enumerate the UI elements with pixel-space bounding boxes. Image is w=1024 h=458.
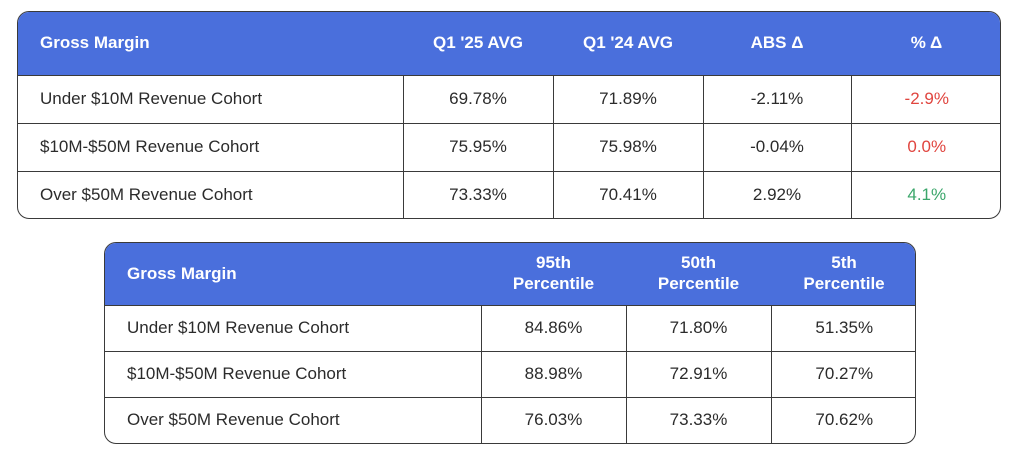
row-label: Over $50M Revenue Cohort (105, 396, 481, 443)
q1-24-value: 70.41% (552, 170, 703, 218)
q1-25-value: 73.33% (402, 170, 553, 218)
q1-25-value: 75.95% (402, 122, 553, 171)
row-label: $10M-$50M Revenue Cohort (105, 350, 481, 397)
header-q1-25-avg: Q1 '25 AVG (403, 12, 553, 75)
header-line: 5th (831, 253, 857, 273)
p5-value: 70.62% (770, 396, 915, 443)
p50-value: 73.33% (625, 396, 771, 443)
table-row: Over $50M Revenue Cohort 76.03% 73.33% 7… (105, 396, 915, 443)
pct-delta-value: -2.9% (850, 74, 1000, 123)
header-line: Percentile (512, 273, 595, 293)
table-row: Over $50M Revenue Cohort 73.33% 70.41% 2… (18, 170, 1000, 218)
table-header: Gross Margin 95th Percentile 50th Percenti… (105, 243, 915, 305)
row-label: $10M-$50M Revenue Cohort (18, 122, 403, 171)
abs-delta-value: -0.04% (702, 122, 851, 171)
abs-delta-value: 2.92% (702, 170, 851, 218)
p50-value: 71.80% (625, 304, 771, 351)
q1-24-value: 71.89% (552, 74, 703, 123)
row-label: Under $10M Revenue Cohort (105, 304, 481, 351)
table-row: $10M-$50M Revenue Cohort 75.95% 75.98% -… (18, 122, 1000, 171)
gross-margin-change-table: Gross Margin Q1 '25 AVG Q1 '24 AVG ABS Δ… (17, 11, 1001, 219)
row-label: Under $10M Revenue Cohort (18, 74, 403, 123)
header-50th-percentile: 50th Percentile (626, 243, 771, 305)
header-q1-24-avg: Q1 '24 AVG (553, 12, 703, 75)
header-gross-margin: Gross Margin (18, 12, 403, 75)
p95-value: 88.98% (480, 350, 626, 397)
gross-margin-percentile-table: Gross Margin 95th Percentile 50th Percenti… (104, 242, 916, 444)
q1-25-value: 69.78% (402, 74, 553, 123)
header-pct-delta: % Δ (851, 12, 1000, 75)
header-line: Percentile (657, 273, 740, 293)
pct-delta-value: 4.1% (850, 170, 1000, 218)
header-5th-percentile: 5th Percentile (771, 243, 915, 305)
row-label: Over $50M Revenue Cohort (18, 170, 403, 218)
p50-value: 72.91% (625, 350, 771, 397)
header-line: Percentile (803, 273, 885, 293)
table-row: Under $10M Revenue Cohort 69.78% 71.89% … (18, 74, 1000, 123)
p5-value: 70.27% (770, 350, 915, 397)
p95-value: 76.03% (480, 396, 626, 443)
q1-24-value: 75.98% (552, 122, 703, 171)
header-line: 50th (681, 253, 716, 273)
table-header: Gross Margin Q1 '25 AVG Q1 '24 AVG ABS Δ… (18, 12, 1000, 75)
header-line: 95th (536, 253, 571, 273)
p95-value: 84.86% (480, 304, 626, 351)
table-row: Under $10M Revenue Cohort 84.86% 71.80% … (105, 304, 915, 351)
table-row: $10M-$50M Revenue Cohort 88.98% 72.91% 7… (105, 350, 915, 397)
p5-value: 51.35% (770, 304, 915, 351)
pct-delta-value: 0.0% (850, 122, 1000, 171)
header-95th-percentile: 95th Percentile (481, 243, 626, 305)
header-gross-margin: Gross Margin (105, 243, 481, 305)
abs-delta-value: -2.11% (702, 74, 851, 123)
header-abs-delta: ABS Δ (703, 12, 851, 75)
